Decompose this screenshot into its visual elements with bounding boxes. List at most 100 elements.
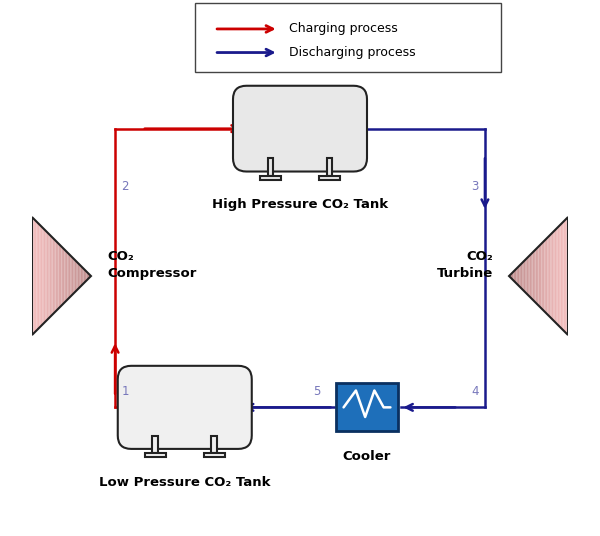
Polygon shape <box>528 256 530 297</box>
Bar <box>336 383 398 431</box>
Polygon shape <box>67 252 69 300</box>
Polygon shape <box>63 248 64 304</box>
Polygon shape <box>563 220 565 332</box>
Polygon shape <box>66 251 67 301</box>
Polygon shape <box>76 262 77 291</box>
Polygon shape <box>543 241 544 311</box>
Text: 5: 5 <box>313 385 320 398</box>
Polygon shape <box>555 229 556 323</box>
Polygon shape <box>553 230 555 322</box>
Polygon shape <box>511 273 512 279</box>
Polygon shape <box>549 235 550 317</box>
Polygon shape <box>61 247 63 306</box>
Bar <box>145 453 166 458</box>
Text: CO₂
Compressor: CO₂ Compressor <box>107 250 196 280</box>
Polygon shape <box>518 266 520 286</box>
Polygon shape <box>43 227 44 325</box>
Polygon shape <box>520 264 521 288</box>
Polygon shape <box>537 247 539 306</box>
Polygon shape <box>88 273 89 279</box>
Polygon shape <box>34 219 35 333</box>
Polygon shape <box>32 217 34 335</box>
Text: 3: 3 <box>471 180 478 193</box>
Polygon shape <box>566 217 568 335</box>
Polygon shape <box>531 252 533 300</box>
Text: High Pressure CO₂ Tank: High Pressure CO₂ Tank <box>212 198 388 211</box>
Text: CO₂
Turbine: CO₂ Turbine <box>437 250 493 280</box>
Bar <box>211 435 217 453</box>
Polygon shape <box>35 220 37 332</box>
Polygon shape <box>521 263 523 289</box>
Polygon shape <box>514 270 515 282</box>
Polygon shape <box>562 221 563 331</box>
Polygon shape <box>72 257 73 295</box>
Polygon shape <box>53 238 54 314</box>
Polygon shape <box>82 267 83 285</box>
Bar <box>260 176 281 180</box>
Polygon shape <box>57 242 59 310</box>
Polygon shape <box>541 242 543 310</box>
Polygon shape <box>525 258 527 294</box>
Polygon shape <box>560 223 562 329</box>
Polygon shape <box>47 232 48 321</box>
Polygon shape <box>50 235 51 317</box>
Polygon shape <box>77 263 79 289</box>
Polygon shape <box>75 260 76 292</box>
Bar <box>268 158 274 176</box>
Polygon shape <box>79 264 80 288</box>
Polygon shape <box>37 221 38 331</box>
Text: Cooler: Cooler <box>343 450 391 463</box>
Text: Charging process: Charging process <box>289 23 398 35</box>
Polygon shape <box>530 254 531 298</box>
Polygon shape <box>80 266 82 286</box>
Polygon shape <box>544 239 546 313</box>
Text: Discharging process: Discharging process <box>289 46 416 59</box>
Polygon shape <box>85 270 86 282</box>
FancyBboxPatch shape <box>233 86 367 172</box>
Polygon shape <box>559 225 560 327</box>
Polygon shape <box>546 238 547 314</box>
Polygon shape <box>73 258 75 294</box>
Polygon shape <box>523 262 524 291</box>
Polygon shape <box>533 251 534 301</box>
Polygon shape <box>64 250 66 302</box>
Polygon shape <box>45 230 47 322</box>
Polygon shape <box>60 245 61 307</box>
Polygon shape <box>539 245 540 307</box>
Polygon shape <box>534 250 536 302</box>
Polygon shape <box>44 229 45 323</box>
Polygon shape <box>54 239 56 313</box>
Polygon shape <box>38 223 40 329</box>
Bar <box>319 176 340 180</box>
FancyBboxPatch shape <box>118 366 252 449</box>
Text: 2: 2 <box>122 180 129 193</box>
Polygon shape <box>512 272 514 280</box>
Polygon shape <box>509 274 511 278</box>
Polygon shape <box>86 272 88 280</box>
Bar <box>152 435 158 453</box>
Polygon shape <box>557 226 559 326</box>
Polygon shape <box>51 236 53 316</box>
Polygon shape <box>40 225 41 327</box>
Polygon shape <box>83 269 85 284</box>
Polygon shape <box>527 257 528 295</box>
Polygon shape <box>515 269 517 284</box>
Polygon shape <box>41 226 43 326</box>
Polygon shape <box>56 241 57 311</box>
Polygon shape <box>70 256 72 297</box>
Polygon shape <box>48 233 50 319</box>
Polygon shape <box>517 267 518 285</box>
Polygon shape <box>550 233 552 319</box>
Polygon shape <box>552 232 553 321</box>
Polygon shape <box>556 227 557 325</box>
Bar <box>203 453 225 458</box>
Text: 4: 4 <box>471 385 478 398</box>
Polygon shape <box>59 243 60 309</box>
FancyBboxPatch shape <box>196 3 501 72</box>
Polygon shape <box>89 274 91 278</box>
Polygon shape <box>524 260 525 292</box>
Polygon shape <box>69 254 70 298</box>
Polygon shape <box>540 243 541 309</box>
Text: Low Pressure CO₂ Tank: Low Pressure CO₂ Tank <box>99 476 271 489</box>
Bar <box>326 158 332 176</box>
